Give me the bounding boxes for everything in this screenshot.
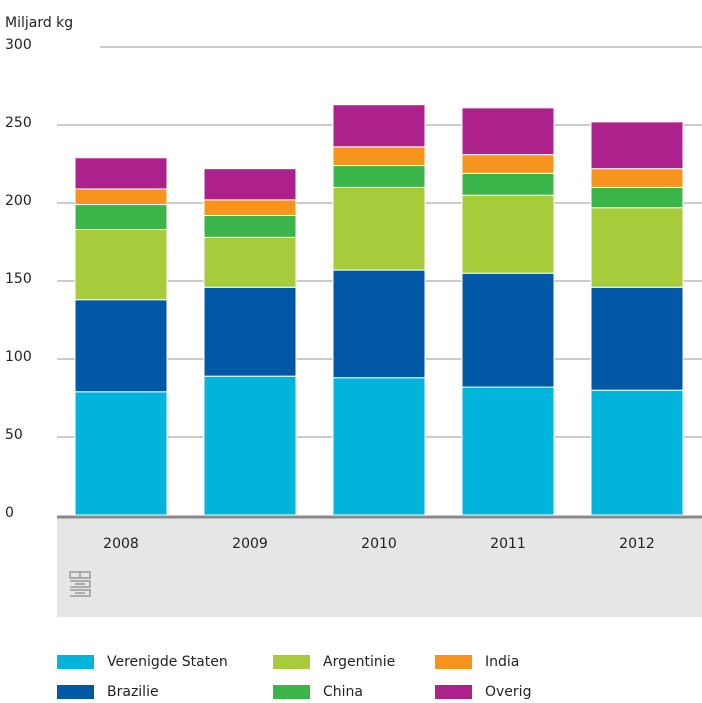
- x-tick-label: 2009: [232, 536, 268, 552]
- bar-segment: [74, 204, 168, 231]
- x-tick-label: 2010: [361, 536, 397, 552]
- x-tick-label: 2012: [619, 536, 655, 552]
- legend-swatch: [435, 685, 472, 699]
- bar-segment: [74, 157, 168, 190]
- bar-segment: [590, 121, 684, 170]
- legend-label: India: [485, 654, 519, 670]
- bar-segment: [74, 229, 168, 301]
- bar-segment: [590, 389, 684, 516]
- bar-segment: [461, 172, 555, 196]
- bar-segment: [590, 186, 684, 209]
- bar-segment: [203, 236, 297, 288]
- bar-segment: [332, 186, 426, 271]
- bar-segment: [461, 107, 555, 156]
- bar-segment: [332, 165, 426, 188]
- bar-segment: [203, 214, 297, 238]
- legend-swatch: [57, 655, 94, 669]
- y-tick-label: 200: [5, 193, 32, 209]
- bar-segment: [332, 269, 426, 379]
- y-tick-label: 150: [5, 271, 32, 287]
- legend-label: China: [323, 684, 363, 700]
- bar-segment: [203, 168, 297, 201]
- x-tick-label: 2011: [490, 536, 526, 552]
- y-tick-label: 300: [5, 37, 32, 53]
- y-tick-label: 0: [5, 505, 14, 521]
- bar-segment: [74, 299, 168, 393]
- legend-label: Brazilie: [107, 684, 159, 700]
- legend-swatch: [57, 685, 94, 699]
- x-tick-label: 2008: [103, 536, 139, 552]
- axis-band: [57, 517, 702, 617]
- bar-segment: [332, 146, 426, 167]
- bar-segment: [461, 386, 555, 516]
- bar-segment: [590, 286, 684, 391]
- legend-swatch: [273, 685, 310, 699]
- bar-segment: [203, 375, 297, 516]
- bar-segment: [590, 168, 684, 188]
- y-axis-label: Miljard kg: [5, 15, 73, 31]
- bar-segment: [461, 194, 555, 274]
- bar-segment: [203, 199, 297, 216]
- legend-swatch: [273, 655, 310, 669]
- bar-segment: [74, 391, 168, 516]
- bar-segment: [332, 377, 426, 516]
- legend-swatch: [435, 655, 472, 669]
- y-tick-label: 250: [5, 115, 32, 131]
- bar-segment: [332, 104, 426, 148]
- bar-segment: [461, 272, 555, 388]
- legend-label: Verenigde Staten: [107, 654, 228, 670]
- legend-label: Overig: [485, 684, 531, 700]
- y-tick-label: 50: [5, 427, 23, 443]
- y-tick-label: 100: [5, 349, 32, 365]
- bar-segment: [461, 154, 555, 174]
- legend-label: Argentinie: [323, 654, 395, 670]
- bar-segment: [74, 188, 168, 206]
- bar-segment: [203, 286, 297, 377]
- bar-segment: [590, 207, 684, 288]
- logo: [69, 571, 91, 597]
